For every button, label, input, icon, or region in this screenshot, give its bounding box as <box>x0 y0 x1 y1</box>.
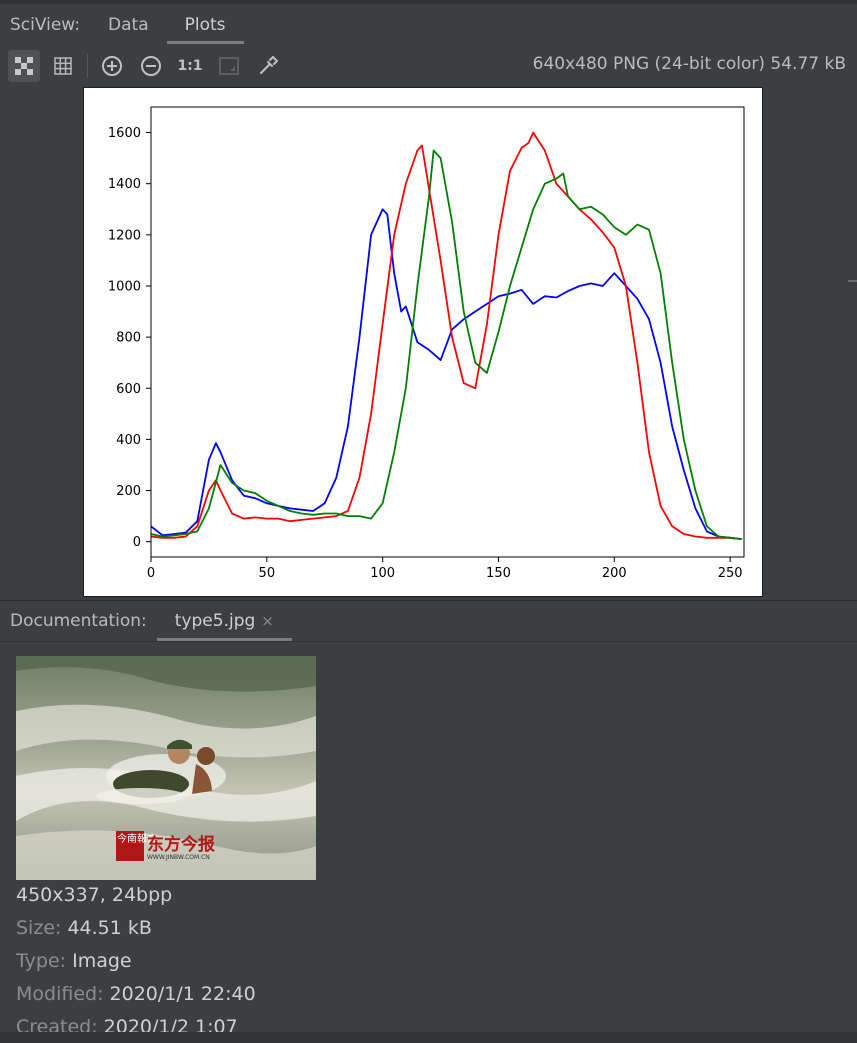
y-tick-label: 800 <box>116 331 141 346</box>
image-info: 640x480 PNG (24-bit color) 54.77 kB <box>532 54 846 74</box>
grid-icon[interactable] <box>47 50 79 82</box>
checkerboard-icon[interactable] <box>8 50 40 82</box>
x-tick-label: 0 <box>147 566 155 581</box>
sciview-tabbar: SciView: Data Plots <box>0 4 857 46</box>
series-line-1 <box>150 131 742 540</box>
doc-divider <box>0 641 857 642</box>
y-tick-label: 200 <box>116 484 141 499</box>
color-picker-icon[interactable] <box>252 50 284 82</box>
tab-plots[interactable]: Plots <box>166 4 244 46</box>
y-tick-label: 1400 <box>108 177 141 192</box>
y-tick-label: 1200 <box>108 228 141 243</box>
histogram-chart: 0 50 100 150 200 250 0 200 400 600 800 1000 1200 1400… <box>108 106 745 581</box>
plot-area-frame <box>150 106 745 558</box>
image-modified: Modified: 2020/1/1 22:40 <box>16 983 256 1005</box>
tab-data[interactable]: Data <box>108 15 149 35</box>
y-tick-label: 600 <box>116 382 141 397</box>
image-dims: 450x337, 24bpp <box>16 884 173 906</box>
fit-icon[interactable] <box>213 50 245 82</box>
scrollbar-marker[interactable] <box>848 280 857 282</box>
image-type: Type: Image <box>16 950 132 972</box>
svg-text:今南報方: 今南報方 <box>117 832 157 845</box>
doc-tab-label: type5.jpg <box>174 611 256 631</box>
plot-image: 0 50 100 150 200 250 0 200 400 600 800 1000 1200 1400… <box>83 87 763 597</box>
actual-size-icon[interactable]: 1:1 <box>177 58 203 74</box>
close-icon[interactable]: × <box>261 612 274 630</box>
watermark-text: 东方今报 <box>147 834 215 855</box>
bottom-border <box>0 1032 857 1043</box>
toolbar-separator <box>87 54 88 78</box>
plot-toolbar: 1:1 640x480 PNG (24-bit color) 54.77 kB <box>0 46 857 86</box>
x-tick-label: 200 <box>602 566 627 581</box>
y-tick-label: 0 <box>133 535 141 550</box>
y-tick-label: 1000 <box>108 279 141 294</box>
x-tick-label: 50 <box>259 566 276 581</box>
series-line-2 <box>150 149 742 540</box>
y-tick-label: 1600 <box>108 126 141 141</box>
x-tick-label: 150 <box>486 566 511 581</box>
sciview-title: SciView: <box>10 15 81 35</box>
x-tick-label: 100 <box>370 566 395 581</box>
zoom-in-icon[interactable] <box>96 50 128 82</box>
image-size: Size: 44.51 kB <box>16 917 152 939</box>
top-border <box>0 0 857 4</box>
tab-type5-jpg[interactable]: type5.jpg × <box>156 601 292 641</box>
documentation-title: Documentation: <box>10 611 147 631</box>
x-tick-label: 250 <box>718 566 743 581</box>
zoom-out-icon[interactable] <box>135 50 167 82</box>
documentation-tabbar: Documentation: type5.jpg × <box>0 601 857 641</box>
panel-divider[interactable] <box>0 600 857 601</box>
series-line-0 <box>150 208 742 540</box>
svg-text:WWW.JINBW.COM.CN: WWW.JINBW.COM.CN <box>147 854 210 861</box>
y-tick-label: 400 <box>116 433 141 448</box>
image-thumbnail: 今南報方 东方今报 WWW.JINBW.COM.CN <box>16 656 316 880</box>
